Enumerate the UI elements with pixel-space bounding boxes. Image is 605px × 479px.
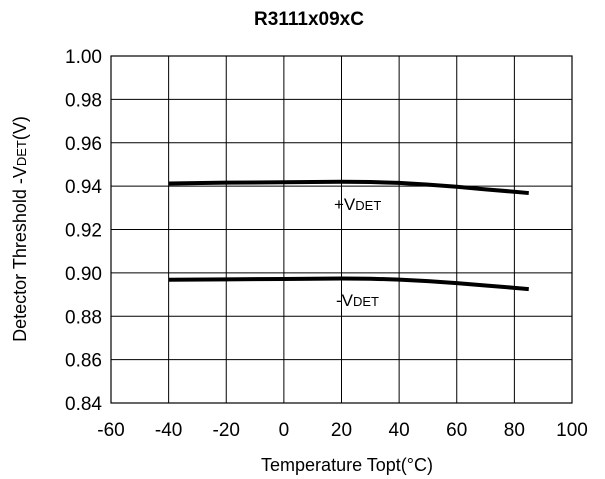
y-axis-label: Detector Threshold -VDET(V) — [10, 116, 30, 342]
x-tick-label: -20 — [213, 420, 240, 441]
y-axis-label-suffix: (V) — [10, 116, 30, 140]
y-tick-label: 0.90 — [65, 264, 102, 285]
x-tick-label: 60 — [446, 420, 467, 441]
series-label-plus-vdet: +VDET — [334, 195, 381, 214]
x-tick-label: -40 — [155, 420, 182, 441]
series-label-minus-vdet-subscript: DET — [353, 294, 379, 309]
y-tick-label: 0.88 — [65, 307, 102, 328]
x-tick-label: 20 — [331, 420, 352, 441]
series-layer — [168, 179, 529, 292]
plot-frame — [110, 55, 573, 404]
tick-layer: -60 -40 -20 0 20 40 60 80 100 0.84 0.86 0.88 0.90 0.9… — [65, 47, 588, 441]
grid-layer — [110, 55, 573, 404]
series-label-minus-vdet: -VDET — [336, 291, 379, 310]
y-tick-label: 1.00 — [65, 47, 102, 68]
series-label-minus-vdet-prefix: -V — [336, 291, 354, 310]
series-label-plus-vdet-subscript: DET — [355, 198, 381, 213]
y-axis-label-prefix: Detector Threshold -V — [10, 166, 30, 342]
x-axis-label: Temperature Topt(°C) — [261, 455, 433, 475]
chart-title: R3111x09xC — [254, 9, 364, 30]
y-tick-label: 0.98 — [65, 90, 102, 111]
x-tick-label: 0 — [279, 420, 290, 441]
y-tick-label: 0.86 — [65, 351, 102, 372]
y-axis-label-subscript: DET — [14, 140, 29, 166]
y-tick-label: 0.94 — [65, 177, 102, 198]
y-tick-label: 0.84 — [65, 394, 102, 415]
series-line-minus-vdet — [168, 276, 529, 292]
series-line-plus-vdet — [168, 179, 529, 196]
x-tick-label: 100 — [556, 420, 588, 441]
series-label-plus-vdet-prefix: +V — [334, 195, 356, 214]
y-tick-label: 0.96 — [65, 134, 102, 155]
y-tick-label: 0.92 — [65, 221, 102, 242]
x-tick-label: -60 — [97, 420, 124, 441]
x-tick-label: 40 — [389, 420, 410, 441]
x-tick-label: 80 — [504, 420, 525, 441]
